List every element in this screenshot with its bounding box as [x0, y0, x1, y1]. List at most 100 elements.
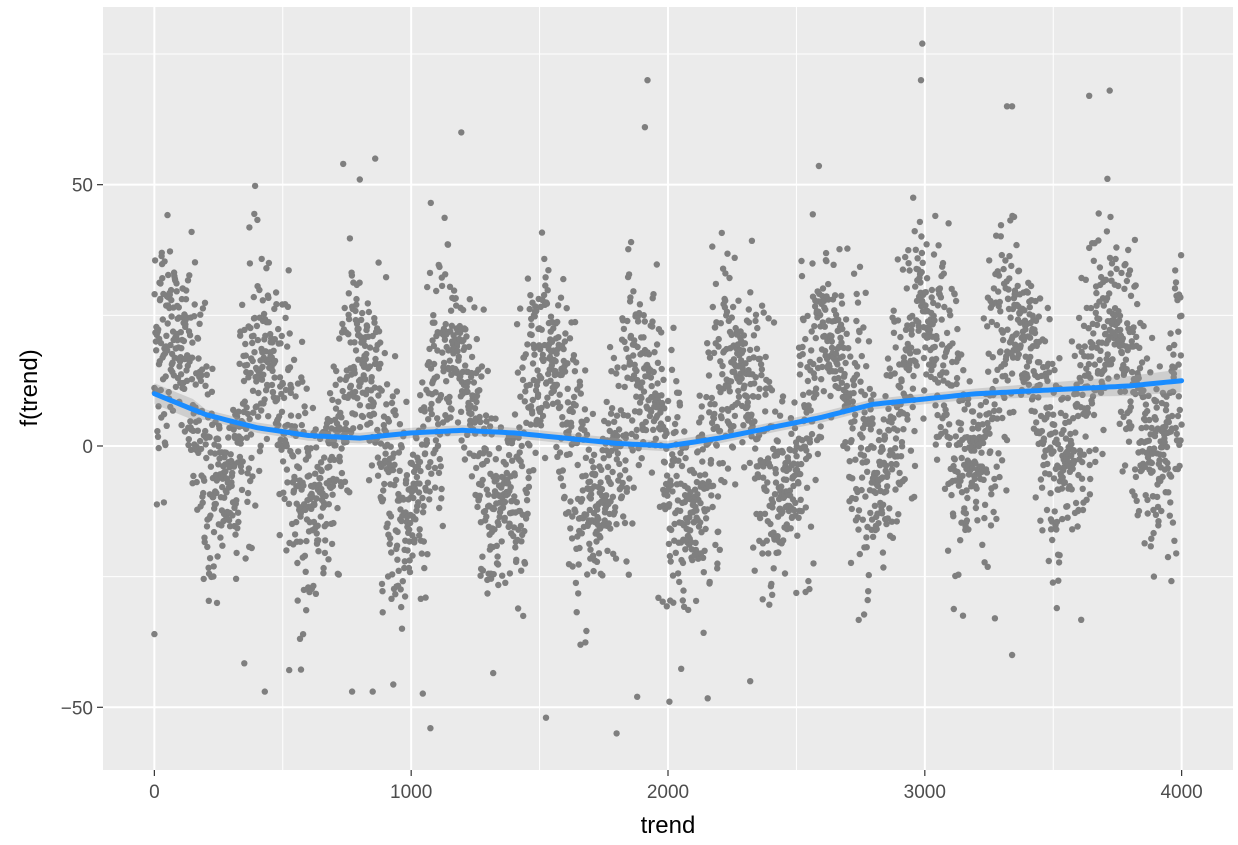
scatter-point: [256, 467, 263, 475]
scatter-point: [586, 540, 593, 547]
scatter-point: [711, 410, 718, 418]
scatter-point: [884, 483, 891, 490]
scatter-point: [151, 630, 158, 638]
scatter-point: [1036, 359, 1043, 366]
scatter-point: [256, 286, 263, 294]
scatter-point: [356, 176, 363, 183]
scatter-point: [1077, 362, 1084, 369]
scatter-point: [544, 394, 551, 401]
scatter-point: [520, 612, 527, 620]
scatter-point: [289, 453, 297, 460]
scatter-point: [562, 330, 569, 337]
scatter-point: [981, 559, 988, 566]
scatter-point: [1023, 363, 1031, 370]
scatter-point: [1005, 295, 1012, 303]
scatter-point: [313, 444, 320, 451]
scatter-point: [882, 462, 890, 469]
scatter-point: [907, 447, 915, 454]
scatter-point: [1001, 360, 1009, 368]
scatter-point: [537, 422, 545, 429]
scatter-point: [1046, 316, 1053, 323]
scatter-point: [426, 496, 433, 503]
scatter-point: [434, 347, 441, 354]
scatter-point: [960, 367, 967, 374]
scatter-point: [196, 320, 203, 327]
scatter-point: [626, 475, 633, 482]
scatter-point: [965, 395, 972, 403]
scatter-point: [695, 555, 702, 562]
scatter-point: [209, 365, 216, 372]
scatter-point: [854, 299, 862, 306]
scatter-point: [522, 388, 529, 395]
scatter-point: [1082, 433, 1089, 440]
scatter-point: [295, 464, 303, 472]
scatter-point: [882, 393, 889, 400]
scatter-point: [746, 459, 753, 467]
scatter-point: [514, 605, 522, 612]
scatter-point: [797, 361, 804, 368]
scatter-point: [1015, 267, 1023, 274]
scatter-point: [706, 409, 713, 416]
scatter-point: [756, 355, 763, 362]
scatter-point: [863, 458, 871, 465]
scatter-point: [638, 394, 645, 402]
scatter-point: [855, 616, 862, 624]
scatter-point: [654, 380, 661, 387]
scatter-point: [630, 484, 637, 491]
scatter-point: [770, 445, 777, 452]
scatter-point: [642, 418, 649, 426]
scatter-point: [465, 343, 473, 350]
scatter-point: [1102, 276, 1110, 283]
scatter-point: [672, 428, 679, 436]
scatter-point: [313, 495, 320, 502]
scatter-point: [394, 556, 401, 563]
scatter-point: [1000, 265, 1007, 273]
scatter-point: [573, 609, 580, 616]
scatter-point: [625, 271, 633, 278]
scatter-point: [239, 301, 246, 308]
scatter-point: [433, 287, 440, 295]
scatter-point: [1090, 330, 1097, 337]
scatter-point: [797, 496, 804, 503]
scatter-point: [364, 300, 371, 307]
scatter-point: [641, 124, 649, 131]
scatter-point: [972, 504, 980, 512]
scatter-point: [814, 450, 822, 458]
scatter-point: [1155, 518, 1162, 525]
scatter-point: [348, 272, 356, 279]
scatter-point: [851, 418, 858, 425]
scatter-point: [986, 430, 993, 437]
scatter-point: [420, 502, 427, 510]
scatter-point: [681, 428, 688, 435]
scatter-point: [894, 427, 901, 434]
scatter-point: [182, 296, 190, 303]
scatter-point: [212, 500, 219, 508]
scatter-point: [1144, 510, 1151, 517]
scatter-point: [178, 345, 185, 352]
scatter-point: [581, 406, 589, 413]
scatter-point: [843, 330, 850, 337]
scatter-point: [950, 605, 957, 613]
scatter-point: [291, 531, 299, 538]
scatter-point: [972, 498, 980, 505]
scatter-point: [664, 492, 671, 499]
scatter-point: [501, 498, 509, 506]
scatter-point: [1004, 377, 1011, 384]
scatter-point: [476, 492, 483, 499]
scatter-point: [746, 346, 754, 354]
scatter-point: [420, 538, 427, 545]
scatter-point: [715, 384, 723, 391]
scatter-point: [1056, 355, 1063, 362]
scatter-point: [303, 537, 310, 545]
scatter-point: [938, 341, 946, 348]
scatter-point: [928, 286, 936, 294]
scatter-point: [806, 439, 814, 446]
scatter-point: [295, 412, 302, 420]
scatter-point: [1106, 254, 1114, 262]
scatter-point: [769, 499, 777, 506]
scatter-point: [981, 501, 989, 508]
scatter-point: [1153, 386, 1160, 393]
scatter-point: [233, 549, 240, 557]
scatter-point: [768, 580, 775, 588]
scatter-point: [705, 372, 713, 379]
